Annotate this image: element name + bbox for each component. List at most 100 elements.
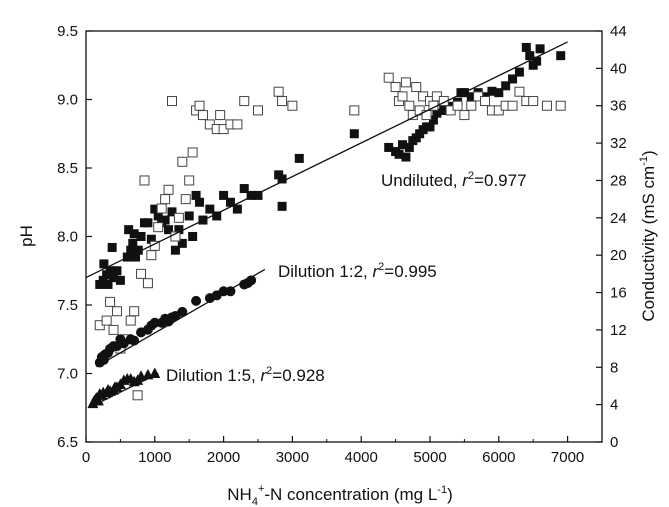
- data-point-filled-square: [514, 67, 524, 77]
- annotation-undiluted: Undiluted, r2=0.977: [381, 170, 527, 190]
- data-point-filled-square: [501, 81, 511, 91]
- series-3: [87, 367, 161, 409]
- data-point-open-square: [136, 268, 147, 279]
- data-point-open-square: [514, 86, 525, 97]
- x-axis-title: NH4+-N concentration (mg L-1): [227, 483, 452, 507]
- data-point-open-square: [411, 82, 422, 93]
- data-point-open-square: [397, 91, 408, 102]
- plot-frame: [85, 30, 603, 443]
- y-right-tick-label: 16: [610, 285, 627, 302]
- data-point-open-square: [541, 100, 552, 111]
- data-point-open-square: [142, 278, 153, 289]
- y-left-tick-label: 7.5: [57, 297, 78, 314]
- data-point-filled-square: [188, 232, 198, 241]
- data-point-filled-square: [294, 153, 304, 163]
- data-point-open-square: [184, 175, 195, 186]
- data-point-filled-circle: [191, 295, 202, 306]
- data-point-filled-square: [404, 142, 414, 152]
- data-point-filled-square: [384, 142, 394, 152]
- data-point-filled-square: [349, 129, 359, 139]
- data-point-open-square: [111, 306, 122, 317]
- data-point-open-square: [287, 100, 298, 111]
- data-point-filled-circle: [149, 317, 160, 328]
- y-right-tick-label: 4: [610, 397, 618, 414]
- data-point-open-square: [156, 203, 167, 214]
- data-point-filled-square: [107, 242, 117, 252]
- fit-line-d15: [91, 372, 159, 407]
- x-tick-label: 6000: [482, 449, 515, 466]
- data-point-filled-square: [170, 245, 180, 255]
- data-point-filled-square: [112, 266, 122, 276]
- data-point-open-square: [404, 100, 415, 111]
- y-right-tick-label: 40: [610, 60, 627, 77]
- data-point-open-square: [129, 306, 140, 317]
- data-point-open-square: [349, 105, 360, 116]
- y-left-axis-title: pH: [17, 225, 36, 247]
- data-point-filled-triangle: [149, 367, 161, 378]
- annotation-dilution-1-2: Dilution 1:2, r2=0.995: [278, 261, 437, 281]
- data-point-open-square: [132, 390, 143, 401]
- y-right-tick-label: 12: [610, 322, 627, 339]
- x-tick-label: 7000: [551, 449, 584, 466]
- y-right-tick-label: 28: [610, 172, 627, 189]
- fit-line-d12: [95, 268, 266, 368]
- data-point-filled-square: [205, 204, 215, 214]
- data-point-filled-square: [128, 238, 138, 248]
- data-point-open-square: [466, 100, 477, 111]
- data-point-filled-square: [136, 232, 146, 241]
- data-point-open-square: [153, 222, 164, 233]
- data-point-open-square: [160, 194, 171, 205]
- y-right-axis-title: Conductivity (mS cm-1): [638, 150, 658, 321]
- data-point-open-square: [177, 156, 188, 167]
- data-point-filled-square: [115, 275, 125, 285]
- x-tick-label: 3000: [276, 449, 309, 466]
- y-right-tick-label: 44: [610, 23, 627, 40]
- data-point-filled-square: [494, 88, 504, 98]
- y-left-tick-label: 9.5: [57, 23, 78, 40]
- y-left-tick-label: 8.5: [57, 160, 78, 177]
- data-point-filled-circle: [246, 275, 257, 286]
- series-0: [95, 42, 566, 289]
- data-point-filled-square: [160, 215, 170, 225]
- data-point-filled-square: [397, 140, 407, 150]
- x-tick-label: 1000: [138, 449, 171, 466]
- data-point-open-square: [187, 147, 198, 158]
- data-point-open-square: [139, 175, 150, 186]
- y-left-tick-label: 7.0: [57, 366, 78, 383]
- y-right-tick-label: 8: [610, 359, 618, 376]
- data-point-open-square: [277, 96, 288, 107]
- data-point-filled-square: [253, 190, 263, 200]
- data-point-filled-square: [167, 207, 177, 217]
- data-point-filled-square: [556, 51, 566, 61]
- fit-lines: [85, 41, 568, 407]
- y-left-tick-label: 8.0: [57, 229, 78, 246]
- data-point-filled-square: [428, 115, 438, 125]
- data-point-open-square: [163, 184, 174, 195]
- fit-line-undiluted: [85, 41, 568, 279]
- data-marks: [87, 42, 566, 409]
- x-tick-label: 0: [82, 449, 90, 466]
- annotation-dilution-1-5: Dilution 1:5, r2=0.928: [166, 365, 325, 385]
- data-point-filled-square: [150, 204, 160, 214]
- data-point-open-square: [273, 86, 284, 97]
- data-point-open-square: [101, 315, 112, 326]
- x-tick-label: 5000: [413, 449, 446, 466]
- data-point-filled-square: [99, 259, 109, 269]
- data-point-filled-square: [219, 190, 229, 200]
- series-2: [94, 275, 257, 368]
- data-point-open-square: [452, 100, 463, 111]
- data-point-filled-square: [532, 56, 542, 66]
- data-point-filled-square: [133, 245, 143, 255]
- data-point-filled-square: [191, 190, 201, 200]
- data-point-open-square: [383, 72, 394, 83]
- data-point-filled-square: [277, 174, 287, 184]
- data-point-filled-square: [98, 275, 108, 285]
- data-point-open-square: [239, 96, 250, 107]
- data-point-open-square: [194, 100, 205, 111]
- data-point-filled-square: [164, 225, 174, 235]
- data-point-filled-square: [246, 190, 256, 200]
- data-point-open-square: [197, 110, 208, 121]
- data-point-open-square: [480, 96, 491, 107]
- data-point-filled-square: [525, 51, 535, 61]
- data-point-filled-circle: [177, 306, 188, 317]
